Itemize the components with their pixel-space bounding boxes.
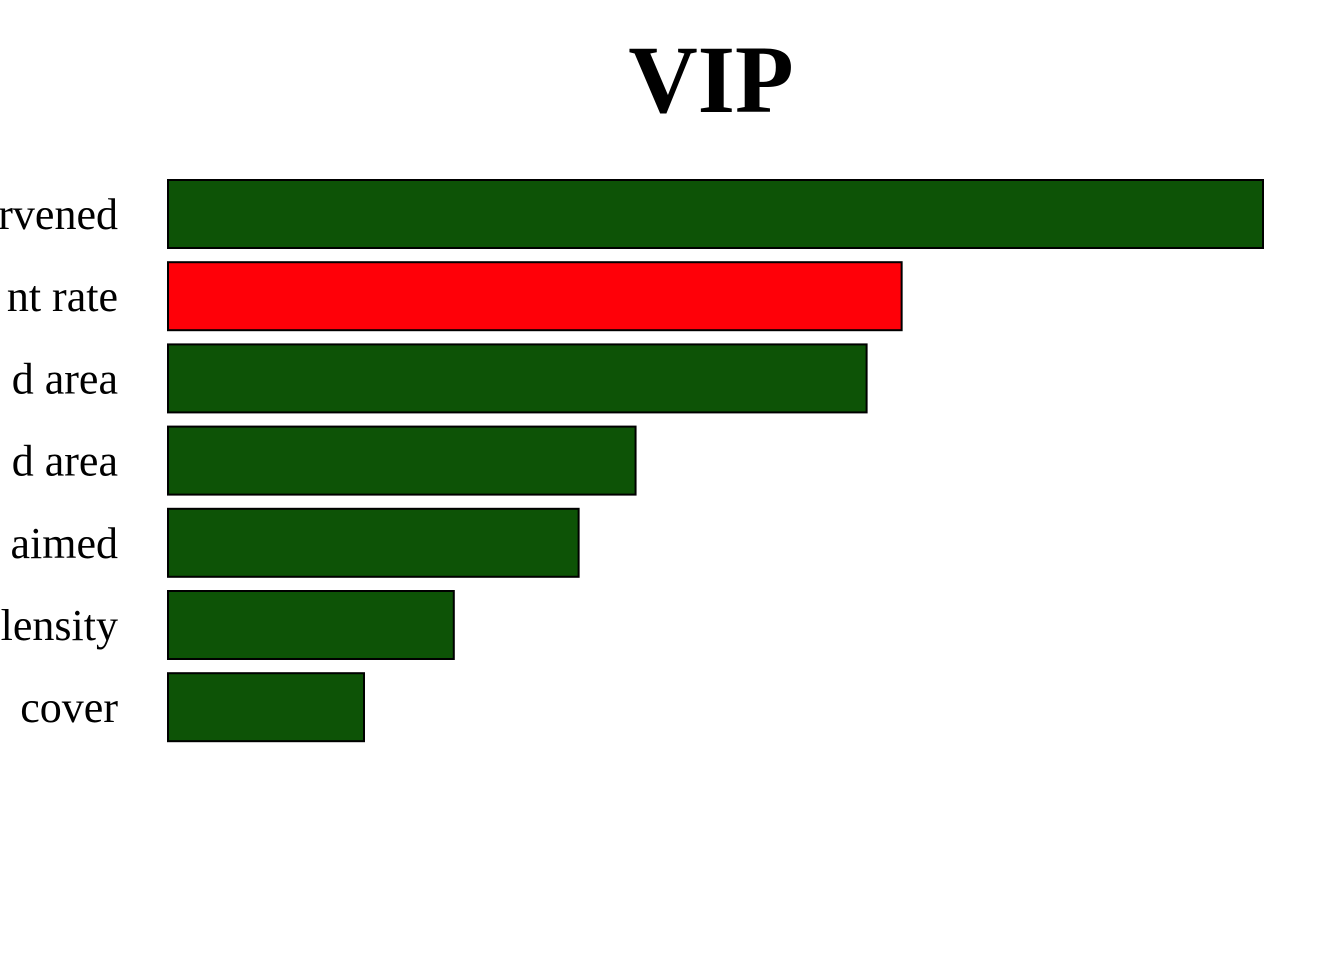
bar-4 — [167, 425, 637, 496]
category-label-3: d area — [12, 354, 118, 403]
bars-group — [167, 179, 1264, 743]
bar-7 — [167, 672, 366, 743]
bar-6 — [167, 590, 455, 660]
category-labels: rvened nt rate d area d area aimed lensity co… — [0, 190, 118, 732]
category-label-5: aimed — [10, 519, 118, 568]
category-label-2: nt rate — [7, 272, 118, 321]
category-label-4: d area — [12, 437, 118, 486]
bar-2 — [167, 261, 903, 332]
category-label-6: lensity — [1, 601, 118, 650]
bar-5 — [167, 507, 580, 578]
bar-3 — [167, 343, 868, 414]
chart-title: VIP — [628, 26, 793, 133]
category-label-1: rvened — [0, 190, 118, 239]
category-label-7: cover — [20, 683, 118, 732]
bar-1 — [167, 179, 1264, 249]
